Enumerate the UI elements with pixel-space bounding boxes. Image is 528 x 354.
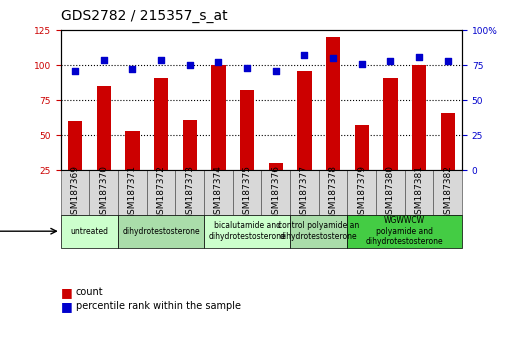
- Bar: [326, 37, 340, 205]
- Text: GSM187373: GSM187373: [185, 165, 194, 220]
- Bar: [297, 71, 312, 205]
- Text: WGWWCW
polyamide and
dihydrotestosterone: WGWWCW polyamide and dihydrotestosterone: [366, 216, 444, 246]
- Bar: [61, 215, 118, 248]
- Bar: [383, 78, 398, 205]
- Bar: [175, 170, 204, 215]
- Point: [357, 61, 366, 67]
- Point: [271, 68, 280, 74]
- Point: [71, 68, 79, 74]
- Text: GSM187378: GSM187378: [328, 165, 337, 220]
- Text: GSM187369: GSM187369: [71, 165, 80, 220]
- Bar: [404, 170, 433, 215]
- Point: [386, 58, 394, 64]
- Point: [214, 59, 223, 65]
- Point: [243, 65, 251, 71]
- Bar: [211, 65, 225, 205]
- Text: count: count: [76, 287, 103, 297]
- Text: dihydrotestosterone: dihydrotestosterone: [122, 227, 200, 236]
- Text: bicalutamide and
dihydrotestosterone: bicalutamide and dihydrotestosterone: [208, 222, 286, 241]
- Text: GSM187379: GSM187379: [357, 165, 366, 220]
- Point: [99, 57, 108, 62]
- Bar: [433, 170, 462, 215]
- Text: GSM187377: GSM187377: [300, 165, 309, 220]
- Bar: [269, 163, 283, 205]
- Bar: [240, 90, 254, 205]
- Point: [185, 62, 194, 68]
- Text: GSM187372: GSM187372: [156, 165, 166, 220]
- Bar: [261, 170, 290, 215]
- Point: [128, 67, 137, 72]
- Bar: [233, 170, 261, 215]
- Bar: [290, 170, 319, 215]
- Bar: [61, 170, 89, 215]
- Bar: [347, 170, 376, 215]
- Text: GSM187370: GSM187370: [99, 165, 108, 220]
- Bar: [319, 170, 347, 215]
- Text: GSM187375: GSM187375: [242, 165, 251, 220]
- Bar: [290, 215, 347, 248]
- Text: GSM187374: GSM187374: [214, 165, 223, 220]
- Bar: [147, 170, 175, 215]
- Bar: [118, 215, 204, 248]
- Bar: [89, 170, 118, 215]
- Bar: [118, 170, 147, 215]
- Text: GSM187382: GSM187382: [443, 165, 452, 220]
- Text: GDS2782 / 215357_s_at: GDS2782 / 215357_s_at: [61, 9, 228, 23]
- Text: GSM187371: GSM187371: [128, 165, 137, 220]
- Point: [415, 54, 423, 59]
- Text: GSM187376: GSM187376: [271, 165, 280, 220]
- Text: untreated: untreated: [70, 227, 108, 236]
- Bar: [204, 170, 233, 215]
- Bar: [440, 113, 455, 205]
- Text: ■: ■: [61, 300, 77, 313]
- Text: GSM187380: GSM187380: [386, 165, 395, 220]
- Point: [300, 52, 308, 58]
- Bar: [347, 215, 462, 248]
- Bar: [354, 125, 369, 205]
- Text: GSM187381: GSM187381: [414, 165, 423, 220]
- Bar: [412, 65, 426, 205]
- Point: [157, 57, 165, 62]
- Bar: [97, 86, 111, 205]
- Bar: [68, 121, 82, 205]
- Point: [329, 55, 337, 61]
- Text: ■: ■: [61, 286, 77, 298]
- Text: control polyamide an
dihydrotestosterone: control polyamide an dihydrotestosterone: [278, 222, 360, 241]
- Bar: [204, 215, 290, 248]
- Bar: [183, 120, 197, 205]
- Bar: [154, 78, 168, 205]
- Bar: [376, 170, 404, 215]
- Bar: [125, 131, 139, 205]
- Text: percentile rank within the sample: percentile rank within the sample: [76, 301, 241, 311]
- Point: [444, 58, 452, 64]
